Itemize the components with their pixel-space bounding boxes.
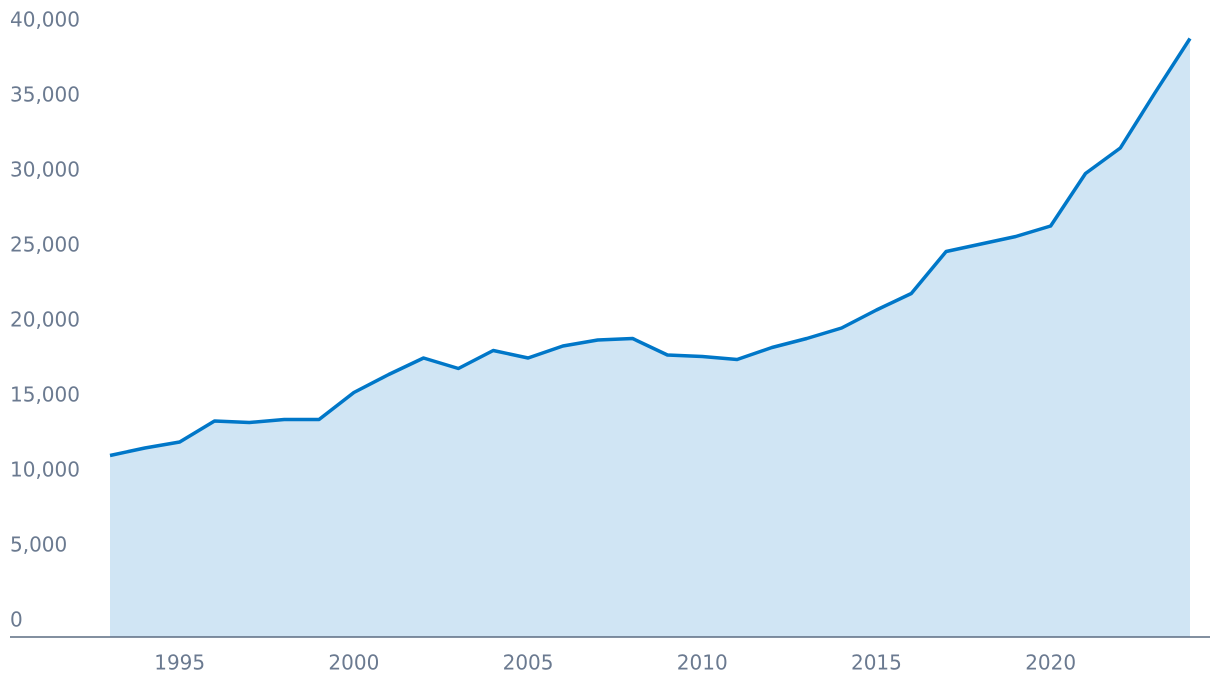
y-tick-label: 30,000 bbox=[10, 158, 80, 182]
y-tick-label: 0 bbox=[10, 608, 23, 632]
y-tick-label: 40,000 bbox=[10, 8, 80, 32]
x-tick-label: 2020 bbox=[1025, 651, 1076, 675]
x-tick-label: 1995 bbox=[154, 651, 205, 675]
x-tick-label: 2000 bbox=[328, 651, 379, 675]
y-tick-label: 35,000 bbox=[10, 83, 80, 107]
y-tick-label: 5,000 bbox=[10, 533, 67, 557]
line bbox=[109, 37, 1192, 458]
x-tick-label: 2010 bbox=[677, 651, 728, 675]
x-tick-label: 2005 bbox=[503, 651, 554, 675]
y-tick-label: 10,000 bbox=[10, 458, 80, 482]
x-tick-label: 2015 bbox=[851, 651, 902, 675]
area-fill bbox=[110, 38, 1190, 637]
y-tick-label: 20,000 bbox=[10, 308, 80, 332]
y-tick-label: 15,000 bbox=[10, 383, 80, 407]
y-tick-label: 25,000 bbox=[10, 233, 80, 257]
